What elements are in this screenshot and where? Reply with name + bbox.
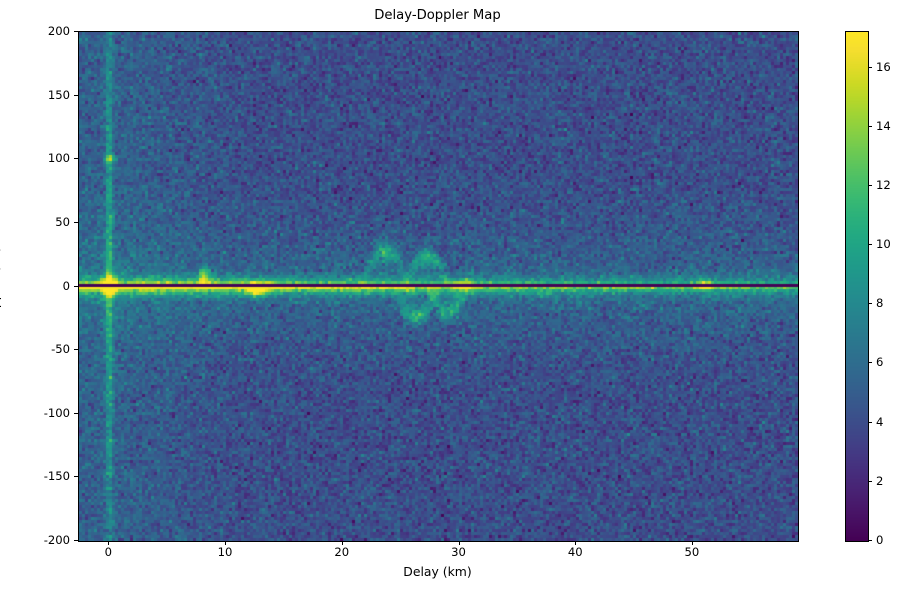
colorbar-tick-label: 4 — [876, 414, 884, 429]
x-axis-tick-mark — [458, 541, 460, 545]
colorbar-tick-label: 14 — [876, 118, 891, 133]
x-axis-tick-label: 20 — [334, 545, 350, 559]
colorbar-tick-mark — [868, 362, 872, 364]
y-axis-tick-mark — [74, 285, 78, 287]
y-axis-tick-label: 50 — [55, 214, 70, 229]
colorbar-tick-mark — [868, 421, 872, 423]
colorbar-tick-label: 16 — [876, 59, 891, 74]
x-axis-tick-label: 50 — [684, 545, 700, 559]
colorbar-tick-mark — [868, 184, 872, 186]
colorbar-tick-mark — [868, 480, 872, 482]
x-axis-tick-label: 10 — [217, 545, 233, 559]
y-axis-tick-label: -150 — [43, 469, 70, 484]
x-axis-tick-label: 0 — [104, 545, 113, 559]
x-axis-tick-label: 30 — [451, 545, 466, 559]
colorbar-tick-mark — [868, 125, 872, 127]
x-axis-tick-mark — [341, 541, 343, 545]
y-axis-tick-label: -200 — [43, 533, 70, 547]
y-axis-tick-mark — [74, 221, 78, 223]
x-axis-tick-mark — [691, 541, 693, 545]
page-title: Delay-Doppler Map — [374, 8, 501, 23]
y-axis-tick-mark — [74, 349, 78, 351]
y-axis-tick-label: 200 — [47, 24, 70, 38]
y-axis-tick-label: 150 — [47, 87, 70, 102]
colorbar — [845, 31, 869, 542]
y-axis-tick-mark — [74, 158, 78, 160]
heatmap-image — [79, 32, 798, 541]
colorbar-tick-label: 0 — [876, 533, 884, 547]
colorbar-tick-mark — [868, 244, 872, 246]
x-axis-tick-mark — [225, 541, 227, 545]
y-axis-tick-label: -50 — [51, 342, 70, 357]
colorbar-tick-mark — [868, 540, 872, 541]
x-axis-label: Delay (km) — [403, 564, 472, 579]
colorbar-tick-label: 2 — [876, 473, 884, 488]
colorbar-tick-label: 6 — [876, 355, 884, 370]
delay-doppler-plot-area — [78, 31, 799, 542]
colorbar-tick-mark — [868, 66, 872, 68]
y-axis-tick-mark — [74, 31, 78, 32]
y-axis-label: Doppler (Hz) — [0, 247, 2, 325]
x-axis-tick-mark — [108, 541, 110, 545]
colorbar-tick-label: 8 — [876, 296, 884, 311]
colorbar-tick-mark — [868, 303, 872, 305]
y-axis-tick-mark — [74, 476, 78, 478]
colorbar-tick-label: 10 — [876, 237, 891, 252]
y-axis-tick-mark — [74, 540, 78, 541]
y-axis-tick-mark — [74, 412, 78, 414]
x-axis-tick-mark — [575, 541, 577, 545]
x-axis-tick-label: 40 — [567, 545, 583, 559]
colorbar-tick-label: 12 — [876, 177, 891, 192]
y-axis-tick-label: 0 — [62, 278, 70, 293]
colorbar-gradient — [846, 32, 868, 541]
y-axis-tick-label: 100 — [47, 151, 70, 166]
y-axis-tick-mark — [74, 94, 78, 96]
y-axis-tick-label: -100 — [43, 405, 70, 420]
